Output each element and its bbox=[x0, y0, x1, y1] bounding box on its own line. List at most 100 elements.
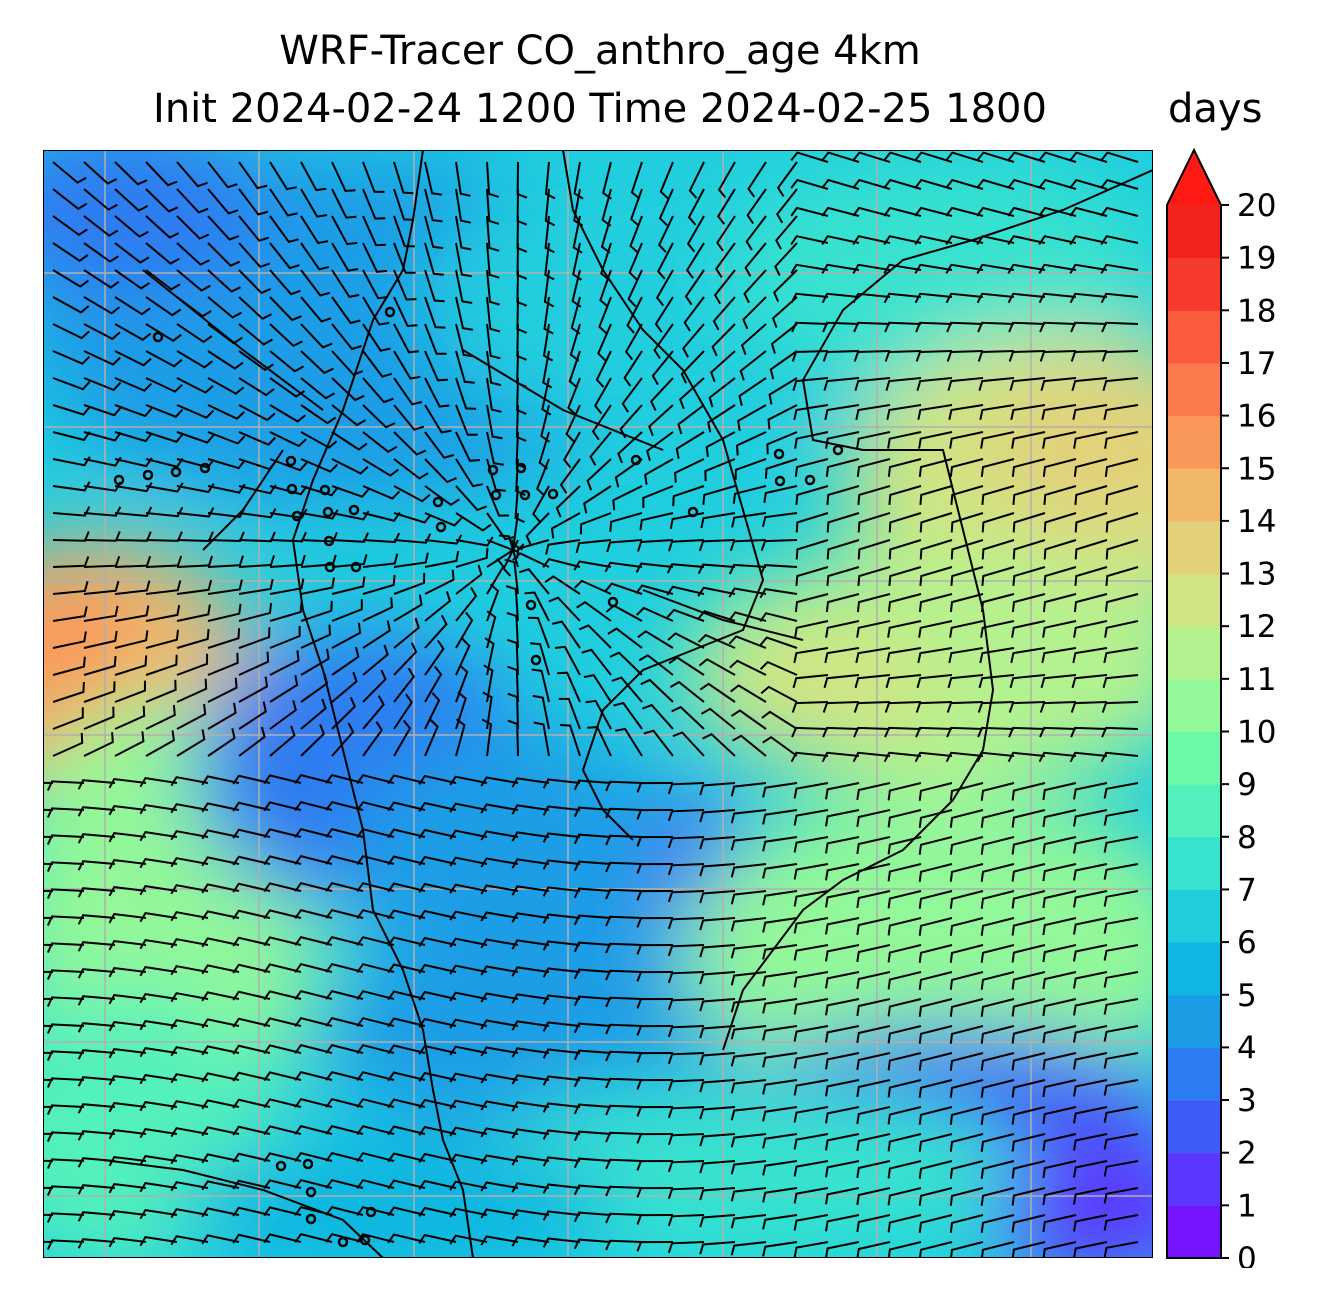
wind-barb bbox=[699, 1133, 736, 1147]
wind-barb bbox=[145, 679, 177, 703]
wind-barb bbox=[976, 178, 1015, 190]
wind-barb bbox=[1069, 292, 1108, 304]
wind-barb bbox=[728, 611, 767, 622]
wind-barb bbox=[77, 806, 116, 817]
wind-barb bbox=[793, 1214, 829, 1231]
wind-barb bbox=[949, 998, 984, 1017]
wind-barb bbox=[887, 1241, 922, 1258]
colorbar-tick-label: 9 bbox=[1237, 767, 1257, 803]
wind-barb bbox=[512, 552, 550, 568]
wind-barb bbox=[170, 1127, 209, 1138]
wind-barb bbox=[263, 936, 302, 947]
wind-barb bbox=[980, 1106, 1015, 1125]
wind-barb bbox=[449, 1126, 488, 1137]
wind-barb bbox=[605, 1185, 643, 1197]
wind-barb bbox=[387, 1098, 426, 1109]
wind-barb bbox=[1007, 751, 1046, 763]
wind-barb bbox=[852, 178, 891, 190]
wind-barb bbox=[139, 1101, 178, 1112]
wind-barb bbox=[883, 751, 922, 763]
wind-barb bbox=[201, 856, 240, 867]
wind-barb bbox=[170, 776, 209, 787]
wind-barb bbox=[542, 1102, 581, 1113]
wind-barb bbox=[455, 269, 473, 304]
wind-barb bbox=[918, 944, 953, 963]
wind-barb bbox=[699, 917, 736, 931]
wind-barb bbox=[1041, 404, 1077, 421]
wind-barb bbox=[914, 178, 953, 190]
wind-barb bbox=[626, 296, 643, 334]
wind-barb bbox=[918, 1025, 953, 1044]
wind-barb bbox=[856, 620, 891, 638]
wind-barb bbox=[888, 539, 922, 560]
wind-barb bbox=[542, 1237, 581, 1248]
wind-barb bbox=[201, 829, 240, 840]
wind-barb bbox=[269, 242, 300, 270]
wind-barb bbox=[52, 404, 91, 416]
wind-barb bbox=[918, 863, 953, 882]
wind-barb bbox=[945, 178, 984, 190]
wind-barb bbox=[393, 215, 415, 248]
wind-barb bbox=[918, 458, 953, 478]
wind-barb bbox=[114, 404, 153, 418]
wind-barb bbox=[981, 485, 1015, 505]
wind-barb bbox=[238, 269, 271, 295]
wind-barb bbox=[980, 1214, 1015, 1233]
wind-barb bbox=[418, 1017, 457, 1028]
wind-barb bbox=[852, 263, 891, 274]
wind-barb bbox=[729, 659, 767, 676]
wind-barb bbox=[1074, 539, 1108, 560]
wind-barb bbox=[730, 1079, 767, 1094]
wind-barb bbox=[362, 553, 399, 568]
colorbar-tick-label: 10 bbox=[1237, 715, 1276, 751]
wind-barb bbox=[1008, 350, 1046, 362]
wind-barb bbox=[1103, 404, 1139, 421]
wind-barb bbox=[238, 431, 277, 446]
wind-barb bbox=[1011, 917, 1046, 936]
wind-barb bbox=[480, 1208, 519, 1219]
wind-barb bbox=[728, 587, 767, 598]
wind-barb bbox=[269, 269, 301, 296]
wind-barb bbox=[455, 323, 474, 358]
wind-barb bbox=[176, 555, 214, 568]
wind-barb bbox=[139, 1020, 178, 1031]
wind-barb bbox=[424, 188, 443, 223]
wind-barb bbox=[918, 1241, 953, 1258]
wind-barb bbox=[331, 404, 367, 427]
wind-barb bbox=[294, 1097, 333, 1108]
wind-barb bbox=[949, 1133, 984, 1152]
wind-barb bbox=[823, 377, 860, 391]
wind-barb bbox=[674, 458, 705, 483]
colorbar-tick-label: 0 bbox=[1237, 1241, 1257, 1268]
wind-barb bbox=[1011, 998, 1046, 1017]
wind-barb bbox=[730, 863, 767, 878]
wind-barb bbox=[821, 178, 860, 190]
wind-barb bbox=[790, 178, 829, 190]
wind-barb bbox=[1103, 1025, 1139, 1042]
wind-barb bbox=[946, 350, 984, 362]
wind-barb bbox=[793, 1079, 829, 1096]
wind-barb bbox=[46, 1239, 85, 1250]
wind-barb bbox=[362, 404, 396, 429]
wind-barb bbox=[263, 1233, 302, 1244]
wind-barb bbox=[393, 377, 423, 406]
colorbar-tick-label: 8 bbox=[1237, 820, 1257, 856]
wind-barb bbox=[114, 580, 151, 595]
wind-barb bbox=[1042, 1214, 1077, 1233]
wind-barb bbox=[713, 269, 736, 305]
wind-barb bbox=[139, 777, 178, 788]
wind-barb bbox=[362, 458, 399, 477]
wind-barb bbox=[77, 941, 116, 952]
station-marker bbox=[547, 488, 559, 500]
wind-barb bbox=[1042, 836, 1077, 855]
wind-barb bbox=[83, 377, 122, 392]
wind-barb bbox=[768, 377, 798, 405]
wind-barb bbox=[1101, 701, 1139, 713]
wind-barb bbox=[145, 654, 178, 676]
wind-barb bbox=[263, 990, 302, 1001]
wind-barb bbox=[946, 701, 984, 713]
wind-barb bbox=[699, 1025, 736, 1039]
wind-barb bbox=[595, 350, 612, 388]
wind-barb bbox=[263, 1044, 302, 1055]
station-marker bbox=[324, 561, 336, 573]
